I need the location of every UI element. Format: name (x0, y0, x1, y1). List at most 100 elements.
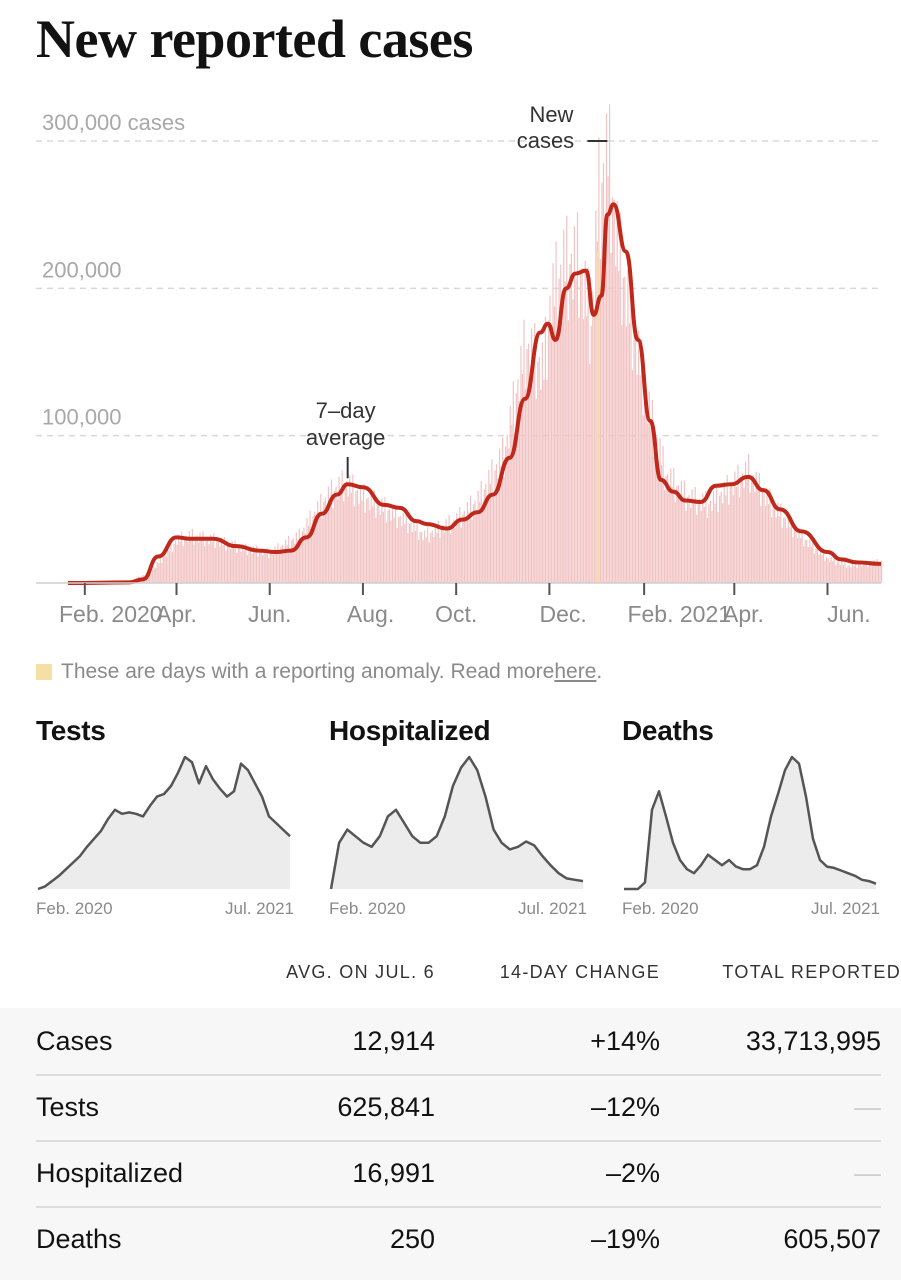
daily-bar (757, 490, 758, 583)
daily-bar (750, 493, 751, 583)
annotation-new-cases-line2: cases (517, 128, 574, 153)
daily-bar (537, 361, 538, 583)
daily-bar (271, 551, 272, 583)
daily-bar (863, 562, 864, 583)
daily-bar (222, 545, 223, 583)
row-change: +14% (590, 1026, 660, 1057)
daily-bar (225, 550, 226, 583)
x-tick-label: Feb. 2020 (59, 601, 163, 627)
daily-bar (725, 495, 726, 583)
daily-bar (488, 470, 489, 583)
daily-bar (577, 212, 578, 583)
daily-bar (834, 557, 835, 583)
daily-bar (583, 319, 584, 583)
daily-bar (404, 524, 405, 583)
daily-bar (708, 504, 709, 583)
daily-bar (193, 545, 194, 583)
daily-bar (523, 320, 524, 583)
daily-bar (164, 554, 165, 583)
daily-bar (410, 523, 411, 583)
daily-bar (853, 566, 854, 583)
daily-bar (513, 381, 514, 583)
daily-bar (875, 563, 876, 583)
daily-bar (551, 332, 552, 583)
daily-bar (265, 554, 266, 583)
daily-bar (543, 380, 544, 583)
daily-bar (530, 379, 531, 583)
daily-bar (664, 490, 665, 583)
daily-bar (368, 497, 369, 583)
daily-bar (183, 546, 184, 583)
daily-bar (733, 495, 734, 583)
daily-bar (444, 533, 445, 583)
daily-bar (363, 484, 364, 583)
daily-bar (340, 491, 341, 583)
daily-bar (574, 226, 575, 583)
y-tick-label: 200,000 (42, 257, 122, 282)
daily-bar (693, 504, 694, 583)
daily-bar (623, 278, 624, 583)
daily-bar (688, 495, 689, 583)
daily-bar (811, 547, 812, 583)
daily-bar (157, 562, 158, 583)
daily-bar (798, 528, 799, 583)
daily-bar (748, 454, 749, 583)
daily-bar (406, 512, 407, 583)
read-more-link[interactable]: here (554, 660, 596, 684)
mini-chart-title: Deaths (622, 715, 884, 747)
daily-bar (588, 267, 589, 583)
y-tick-label: 300,000 cases (42, 110, 185, 135)
daily-bar (196, 536, 197, 583)
daily-bar (624, 277, 625, 583)
x-tick-label: Oct. (435, 601, 477, 627)
daily-bar (372, 506, 373, 583)
daily-bar (349, 476, 350, 583)
daily-bar (520, 346, 521, 583)
daily-bar (843, 565, 844, 583)
row-name: Hospitalized (36, 1158, 183, 1189)
daily-bar (209, 544, 210, 583)
daily-bar (421, 532, 422, 583)
daily-bar (268, 558, 269, 583)
grid-lines: 300,000 cases200,000100,000 (36, 110, 881, 436)
daily-bar (632, 370, 633, 583)
daily-bar (647, 423, 648, 583)
daily-bar (672, 487, 673, 583)
daily-bar (533, 368, 534, 583)
daily-bar (831, 557, 832, 583)
daily-bar (201, 540, 202, 583)
daily-bar (545, 317, 546, 583)
daily-bar (258, 557, 259, 583)
daily-bar (395, 505, 396, 583)
daily-bar (673, 468, 674, 583)
daily-bar (721, 492, 722, 583)
daily-bar (629, 323, 630, 583)
daily-bar (390, 520, 391, 583)
daily-bar (536, 399, 537, 583)
daily-bar (808, 547, 809, 583)
daily-bar (692, 489, 693, 583)
daily-bar (636, 375, 637, 583)
anomaly-note-end: . (596, 660, 602, 684)
daily-bar (589, 364, 590, 583)
daily-bar (669, 491, 670, 583)
row-name: Cases (36, 1026, 113, 1057)
daily-bar (633, 333, 634, 583)
daily-bar (166, 556, 167, 583)
daily-bar (413, 521, 414, 583)
daily-bar (747, 478, 748, 583)
daily-bar (803, 546, 804, 583)
daily-bar (727, 475, 728, 583)
daily-bar (832, 561, 833, 583)
x-tick-label: Jun. (248, 601, 291, 627)
daily-bar (635, 333, 636, 583)
daily-bar (175, 541, 176, 583)
daily-bar (215, 548, 216, 583)
annotation-new-cases-line1: New (529, 102, 573, 127)
daily-bar (768, 504, 769, 583)
row-change: –12% (591, 1092, 660, 1123)
daily-bar (180, 541, 181, 583)
daily-bar (496, 464, 497, 583)
page-title: New reported cases (36, 8, 473, 70)
daily-bar (841, 561, 842, 583)
